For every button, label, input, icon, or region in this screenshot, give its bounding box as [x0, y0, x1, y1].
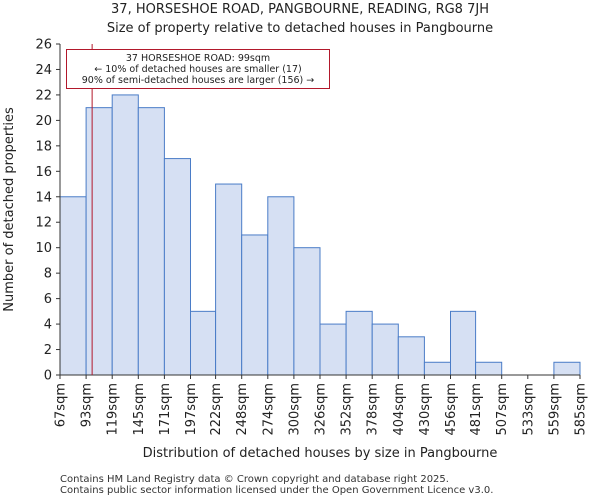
histogram-bar: [111, 94, 139, 376]
x-axis-title: Distribution of detached houses by size …: [143, 446, 498, 461]
histogram-bar: [241, 234, 269, 376]
x-tick-label: 326sqm: [314, 383, 329, 436]
histogram-bar: [397, 336, 425, 376]
y-tick-label: 4: [44, 318, 52, 333]
annotation-line-2: ← 10% of detached houses are smaller (17…: [94, 64, 302, 75]
y-tick-label: 2: [44, 343, 52, 358]
property-annotation-box: 37 HORSESHOE ROAD: 99sqm ← 10% of detach…: [66, 49, 330, 89]
y-tick-label: 22: [35, 88, 52, 103]
histogram-bar: [163, 158, 192, 376]
histogram-bar: [553, 361, 581, 376]
histogram-bar: [85, 107, 113, 376]
y-tick-label: 20: [35, 114, 52, 129]
x-tick-label: 171sqm: [158, 383, 173, 436]
y-axis-title: Number of detached properties: [2, 107, 17, 312]
chart-title: 37, HORSESHOE ROAD, PANGBOURNE, READING,…: [111, 2, 489, 17]
footer-line-2: Contains public sector information licen…: [60, 485, 494, 496]
x-tick-label: 404sqm: [392, 383, 407, 436]
y-tick-label: 10: [35, 241, 52, 256]
x-tick-label: 507sqm: [495, 383, 510, 436]
footer-line-1: Contains HM Land Registry data © Crown c…: [60, 474, 449, 485]
x-tick-label: 585sqm: [574, 383, 589, 436]
x-tick-label: 378sqm: [366, 383, 381, 436]
x-tick-label: 456sqm: [444, 383, 459, 436]
histogram-bar: [423, 361, 452, 376]
histogram-bar: [475, 361, 503, 376]
y-tick-label: 8: [44, 267, 52, 282]
x-tick-label: 93sqm: [80, 383, 95, 427]
histogram-bar: [345, 310, 373, 376]
y-tick-label: 12: [35, 216, 52, 231]
y-tick-label: 14: [35, 190, 52, 205]
y-tick-label: 6: [44, 292, 52, 307]
y-tick-label: 18: [35, 139, 52, 154]
x-tick-label: 67sqm: [54, 383, 69, 427]
histogram-bar: [267, 196, 295, 376]
x-tick-label: 145sqm: [132, 383, 147, 436]
y-tick-label: 26: [35, 38, 52, 53]
y-tick-label: 24: [35, 63, 52, 78]
y-tick-label: 16: [35, 165, 52, 180]
histogram-bar: [450, 310, 477, 376]
histogram-bar: [215, 183, 243, 376]
x-tick-label: 119sqm: [106, 383, 121, 436]
histogram-bar: [190, 310, 217, 376]
x-tick-label: 430sqm: [418, 383, 433, 436]
histogram-bar: [371, 323, 399, 376]
annotation-line-1: 37 HORSESHOE ROAD: 99sqm: [125, 53, 271, 64]
x-tick-label: 481sqm: [469, 383, 484, 436]
chart-subtitle: Size of property relative to detached ho…: [106, 21, 494, 36]
histogram-bar: [137, 107, 165, 376]
y-tick-label: 0: [44, 369, 52, 384]
histogram-bar: [59, 196, 87, 376]
x-tick-label: 197sqm: [184, 383, 199, 436]
x-tick-label: 352sqm: [340, 383, 355, 436]
annotation-line-3: 90% of semi-detached houses are larger (…: [81, 75, 315, 86]
x-tick-label: 222sqm: [209, 383, 224, 436]
x-tick-label: 559sqm: [547, 383, 562, 436]
x-tick-label: 533sqm: [521, 383, 536, 436]
histogram-bar: [319, 323, 347, 376]
x-tick-label: 274sqm: [261, 383, 276, 436]
histogram-bar: [293, 247, 321, 376]
x-tick-label: 248sqm: [235, 383, 250, 436]
x-tick-label: 300sqm: [287, 383, 302, 436]
